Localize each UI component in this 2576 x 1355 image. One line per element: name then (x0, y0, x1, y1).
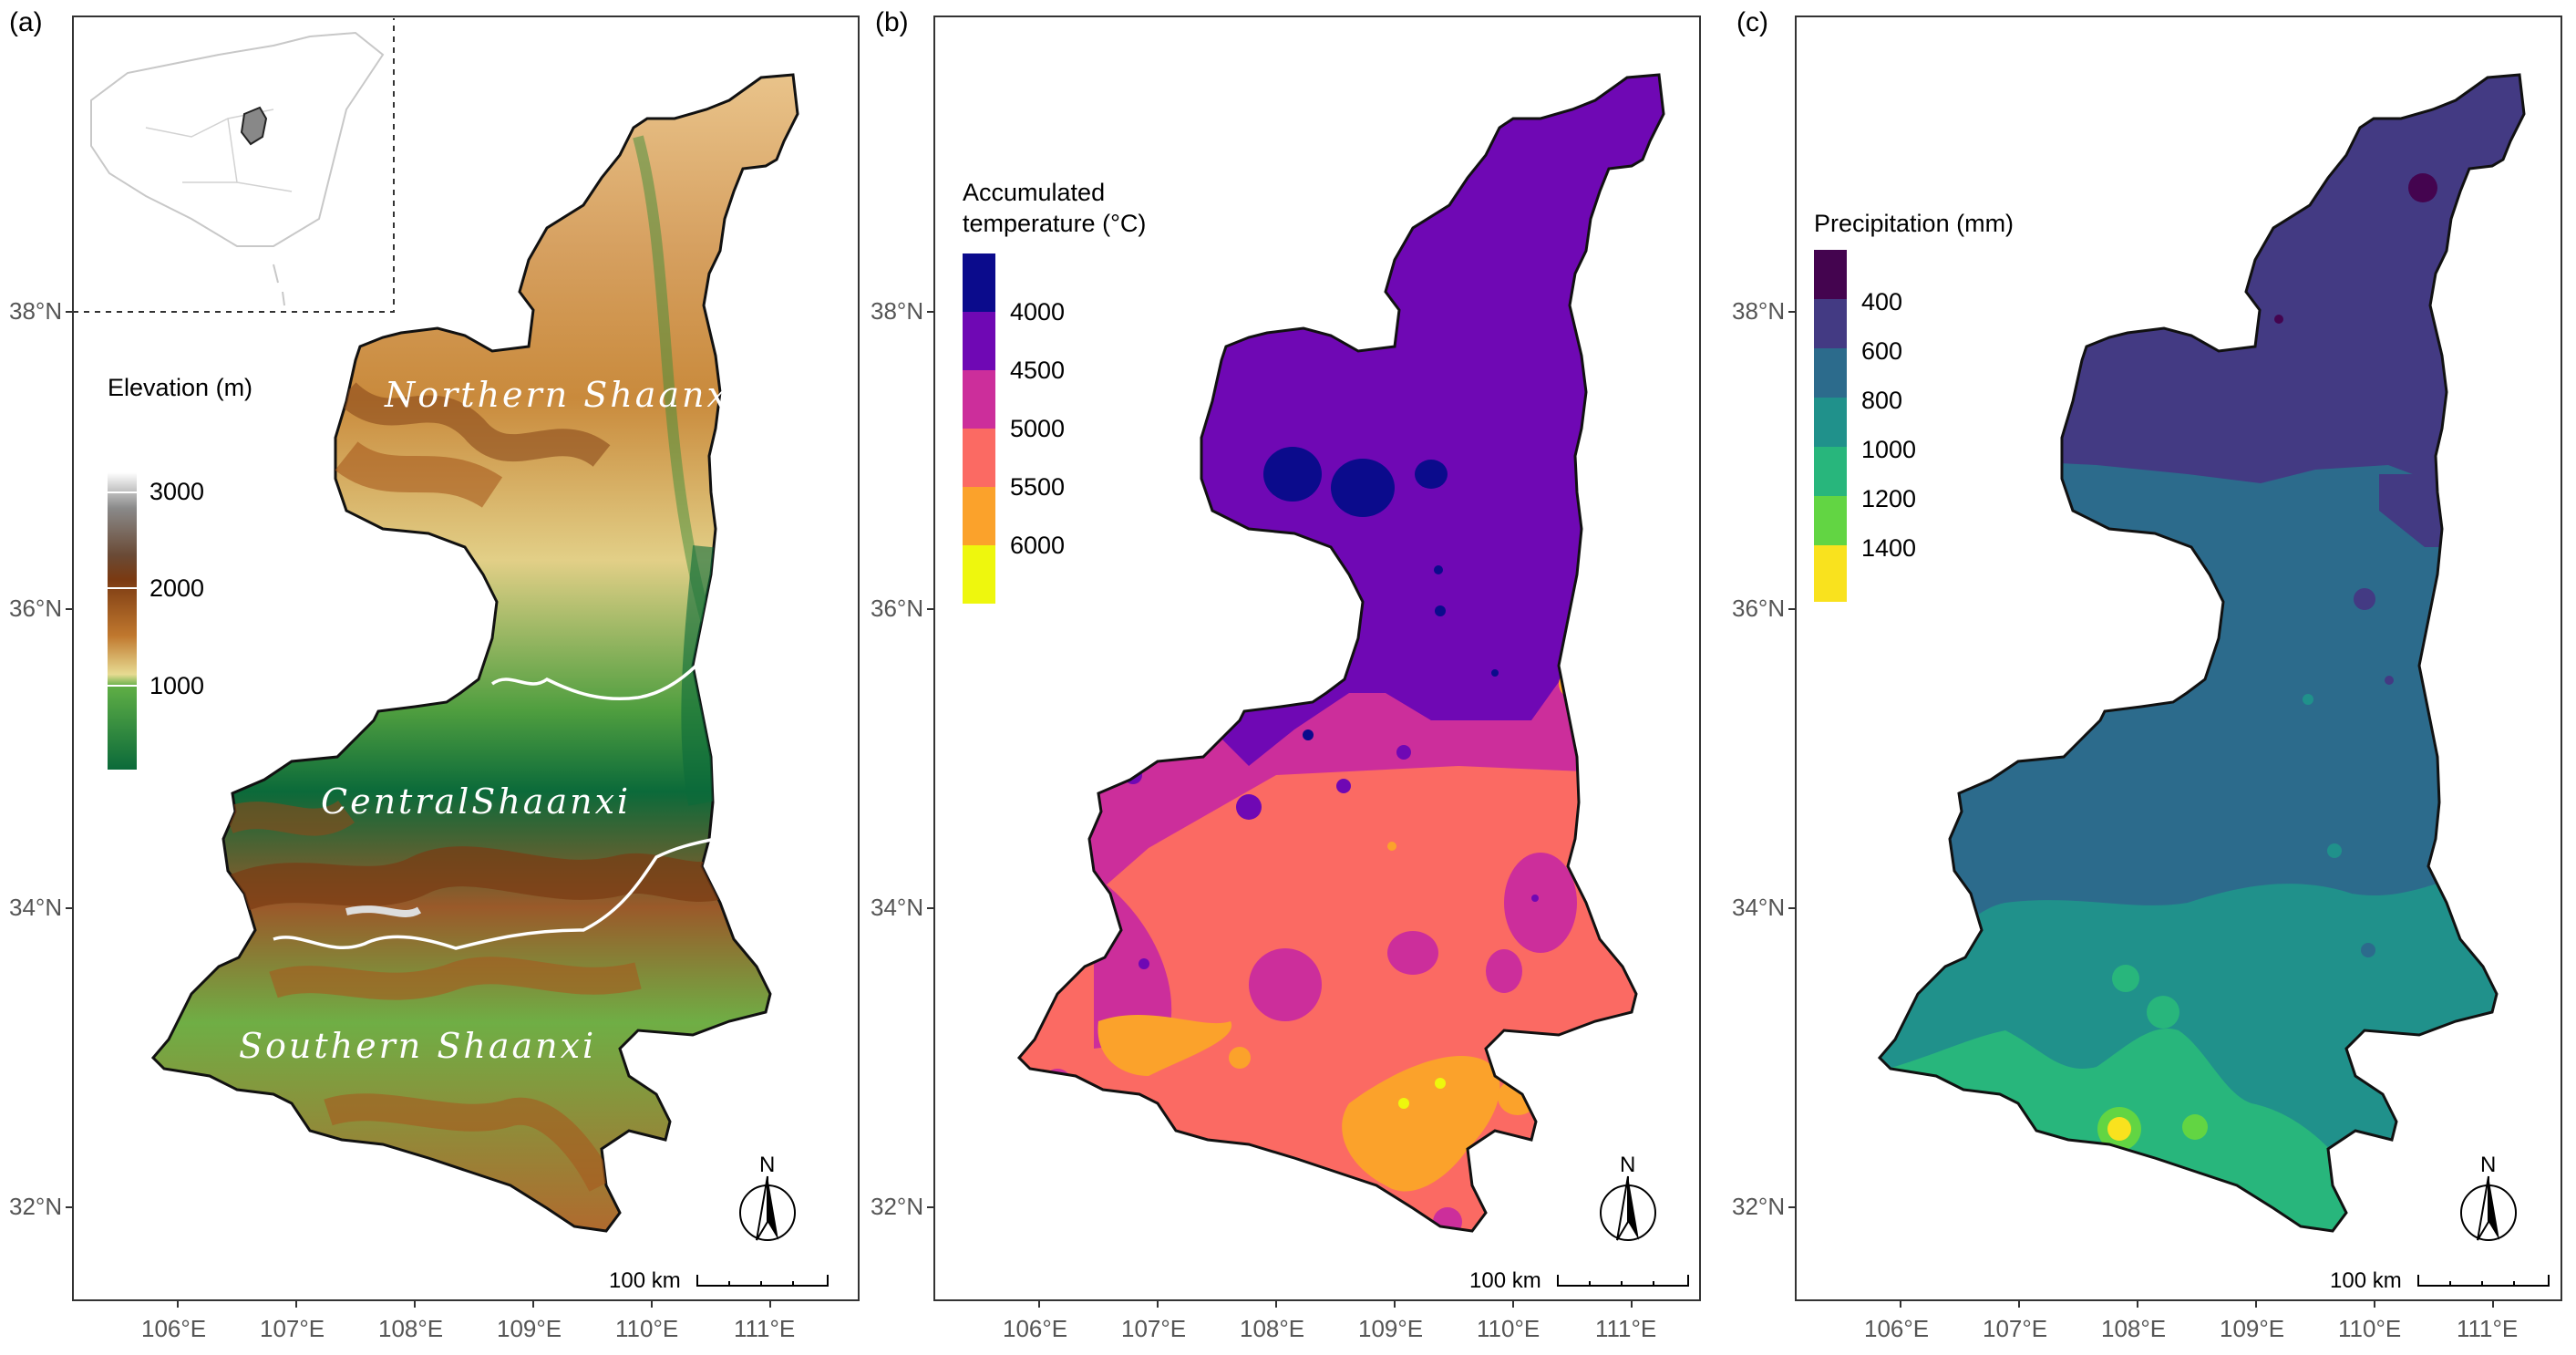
north-label-a: N (759, 1153, 775, 1177)
shaanxi-locator (240, 106, 268, 146)
boundary-central-south (273, 837, 716, 950)
y-tick-32-c: 32°N (1732, 1193, 1785, 1220)
legend-colorbar-a (108, 472, 137, 770)
y-tick-38-c: 38°N (1732, 297, 1785, 325)
y-axis-b: 38°N 36°N 34°N 32°N (871, 297, 934, 1220)
x-tick-108-b: 108°E (1240, 1315, 1304, 1342)
y-axis-a: 38°N 36°N 34°N 32°N (9, 297, 73, 1220)
legend-colorbar-c (1814, 250, 1847, 602)
x-tick-111-c: 111°E (2457, 1315, 2518, 1342)
y-tick-32-b: 32°N (871, 1193, 923, 1220)
y-tick-36-b: 36°N (871, 595, 923, 622)
x-tick-107: 107°E (260, 1315, 325, 1342)
x-tick-111: 111°E (734, 1315, 795, 1342)
scale-label-a: 100 km (609, 1268, 681, 1293)
x-tick-111-b: 111°E (1595, 1315, 1656, 1342)
legend-title-c: Precipitation (mm) (1814, 210, 2014, 237)
scale-bar-a: 100 km (609, 1268, 829, 1293)
y-tick-38-b: 38°N (871, 297, 923, 325)
panel-label-c: (c) (1736, 7, 1768, 37)
north-arrow-c: N (2460, 1153, 2517, 1241)
legend-tick-3000: 3000 (149, 478, 204, 505)
legend-tick-4500: 4500 (1010, 357, 1065, 384)
x-tick-109: 109°E (497, 1315, 562, 1342)
x-tick-110-b: 110°E (1477, 1315, 1540, 1342)
region-label-southern: Southern Shaanxi (239, 1026, 596, 1066)
panel-label-b: (b) (875, 7, 909, 37)
scale-bar-b: 100 km (1469, 1268, 1689, 1293)
x-axis-c: 106°E 107°E 108°E 109°E 110°E 111°E (1864, 1300, 2518, 1342)
legend-tick-5500: 5500 (1010, 473, 1065, 501)
x-tick-106-b: 106°E (1003, 1315, 1067, 1342)
x-tick-106: 106°E (141, 1315, 206, 1342)
y-tick-36-c: 36°N (1732, 595, 1785, 622)
legend-tick-1400: 1400 (1861, 534, 1916, 562)
scale-label-c: 100 km (2330, 1268, 2402, 1293)
north-arrow-a: N (739, 1153, 796, 1241)
legend-tick-1000: 1000 (149, 672, 204, 699)
north-label-b: N (1620, 1153, 1635, 1177)
legend-colorbar-b (963, 253, 995, 604)
x-axis-a: 106°E 107°E 108°E 109°E 110°E 111°E (141, 1300, 795, 1342)
x-tick-107-b: 107°E (1121, 1315, 1186, 1342)
y-tick-32: 32°N (9, 1193, 62, 1220)
scale-bar-c: 100 km (2330, 1268, 2550, 1293)
panel-label-a: (a) (9, 7, 43, 37)
scale-label-b: 100 km (1469, 1268, 1541, 1293)
inset-frame (73, 18, 395, 313)
legend-tick-6000: 6000 (1010, 532, 1065, 559)
region-label-central: CentralShaanxi (321, 781, 631, 822)
south-sea-islands (273, 264, 285, 306)
legend-tick-800: 800 (1861, 387, 1902, 414)
x-tick-108-c: 108°E (2101, 1315, 2166, 1342)
legend-title-b-1: Accumulated (963, 179, 1105, 206)
legend-title-b-2: temperature (°C) (963, 210, 1146, 237)
x-tick-108: 108°E (378, 1315, 443, 1342)
x-axis-b: 106°E 107°E 108°E 109°E 110°E 111°E (1003, 1300, 1656, 1342)
y-tick-34-c: 34°N (1732, 894, 1785, 921)
x-tick-110: 110°E (615, 1315, 678, 1342)
x-tick-107-c: 107°E (1983, 1315, 2047, 1342)
boundary-north-central (490, 636, 722, 701)
panel-c: (c) Precipitation (1732, 7, 2562, 1342)
china-outline (90, 31, 385, 247)
legend-tick-4000: 4000 (1010, 298, 1065, 326)
legend-tick-5000: 5000 (1010, 415, 1065, 442)
x-tick-109-c: 109°E (2220, 1315, 2284, 1342)
legend-tick-2000: 2000 (149, 574, 204, 602)
north-arrow-b: N (1600, 1153, 1656, 1241)
legend-tick-400: 400 (1861, 288, 1902, 315)
legend-tick-1200: 1200 (1861, 485, 1916, 512)
y-tick-36: 36°N (9, 595, 62, 622)
legend-title-a: Elevation (m) (108, 374, 252, 401)
y-tick-38: 38°N (9, 297, 62, 325)
north-label-c: N (2480, 1153, 2496, 1177)
y-axis-c: 38°N 36°N 34°N 32°N (1732, 297, 1796, 1220)
y-tick-34-b: 34°N (871, 894, 923, 921)
x-tick-106-c: 106°E (1864, 1315, 1929, 1342)
y-tick-34: 34°N (9, 894, 62, 921)
legend-tick-1000: 1000 (1861, 436, 1916, 463)
x-tick-109-b: 109°E (1358, 1315, 1423, 1342)
x-tick-110-c: 110°E (2338, 1315, 2401, 1342)
china-inset-map (73, 18, 395, 313)
panel-b: (b) (871, 7, 1701, 1342)
region-label-northern: Northern Shaanxi (384, 375, 743, 415)
legend-tick-600: 600 (1861, 337, 1902, 365)
panel-a: (a) Northern Shaanxi CentralShaanxi Sout… (9, 7, 860, 1342)
